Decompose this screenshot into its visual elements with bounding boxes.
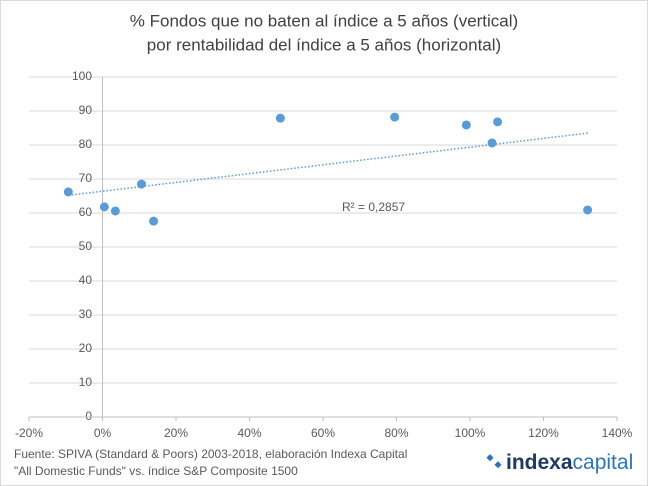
y-tick-label: 100 — [72, 69, 92, 83]
x-tick-label: 40% — [237, 426, 261, 440]
y-tick-label: 90 — [79, 103, 93, 117]
y-tick-label: 80 — [79, 137, 93, 151]
chart-title: % Fondos que no baten al índice a 5 años… — [130, 11, 518, 30]
x-tick-label: 80% — [384, 426, 408, 440]
logo: indexacapital — [486, 451, 633, 474]
y-tick-label: 30 — [79, 307, 93, 321]
logo-text: indexacapital — [506, 451, 633, 474]
annotation: R² = 0,2857 — [342, 200, 405, 214]
y-tick-label: 60 — [79, 205, 93, 219]
point — [390, 112, 400, 122]
y-tick-label: 70 — [79, 171, 93, 185]
point — [99, 202, 109, 212]
y-tick-label: 10 — [79, 375, 93, 389]
x-tick-label: -20% — [15, 426, 43, 440]
point — [110, 206, 120, 216]
chart-subtitle: por rentabilidad del índice a 5 años (ho… — [147, 35, 501, 54]
logo-part: capital — [573, 451, 634, 474]
point — [583, 205, 593, 215]
point — [149, 216, 159, 226]
point — [493, 117, 503, 127]
x-tick-label: 100% — [455, 426, 486, 440]
logo-part: indexa — [506, 451, 573, 474]
y-tick-label: 20 — [79, 341, 93, 355]
y-tick-label: 50 — [79, 239, 93, 253]
point — [136, 179, 146, 189]
x-tick-label: 0% — [94, 426, 112, 440]
x-tick-label: 120% — [528, 426, 559, 440]
y-tick-label: 0 — [85, 409, 92, 423]
source-note: Fuente: SPIVA (Standard & Poors) 2003-20… — [14, 447, 407, 461]
logo-icon — [494, 461, 502, 469]
x-tick-label: 20% — [164, 426, 188, 440]
x-tick-label: 60% — [311, 426, 335, 440]
footer-note: "All Domestic Funds" vs. índice S&P Comp… — [14, 464, 298, 478]
point — [487, 138, 497, 148]
point — [275, 113, 285, 123]
x-tick-label: 140% — [602, 426, 633, 440]
logo-icon — [486, 454, 494, 462]
point — [63, 187, 73, 197]
y-tick-label: 40 — [79, 273, 93, 287]
point — [461, 120, 471, 130]
